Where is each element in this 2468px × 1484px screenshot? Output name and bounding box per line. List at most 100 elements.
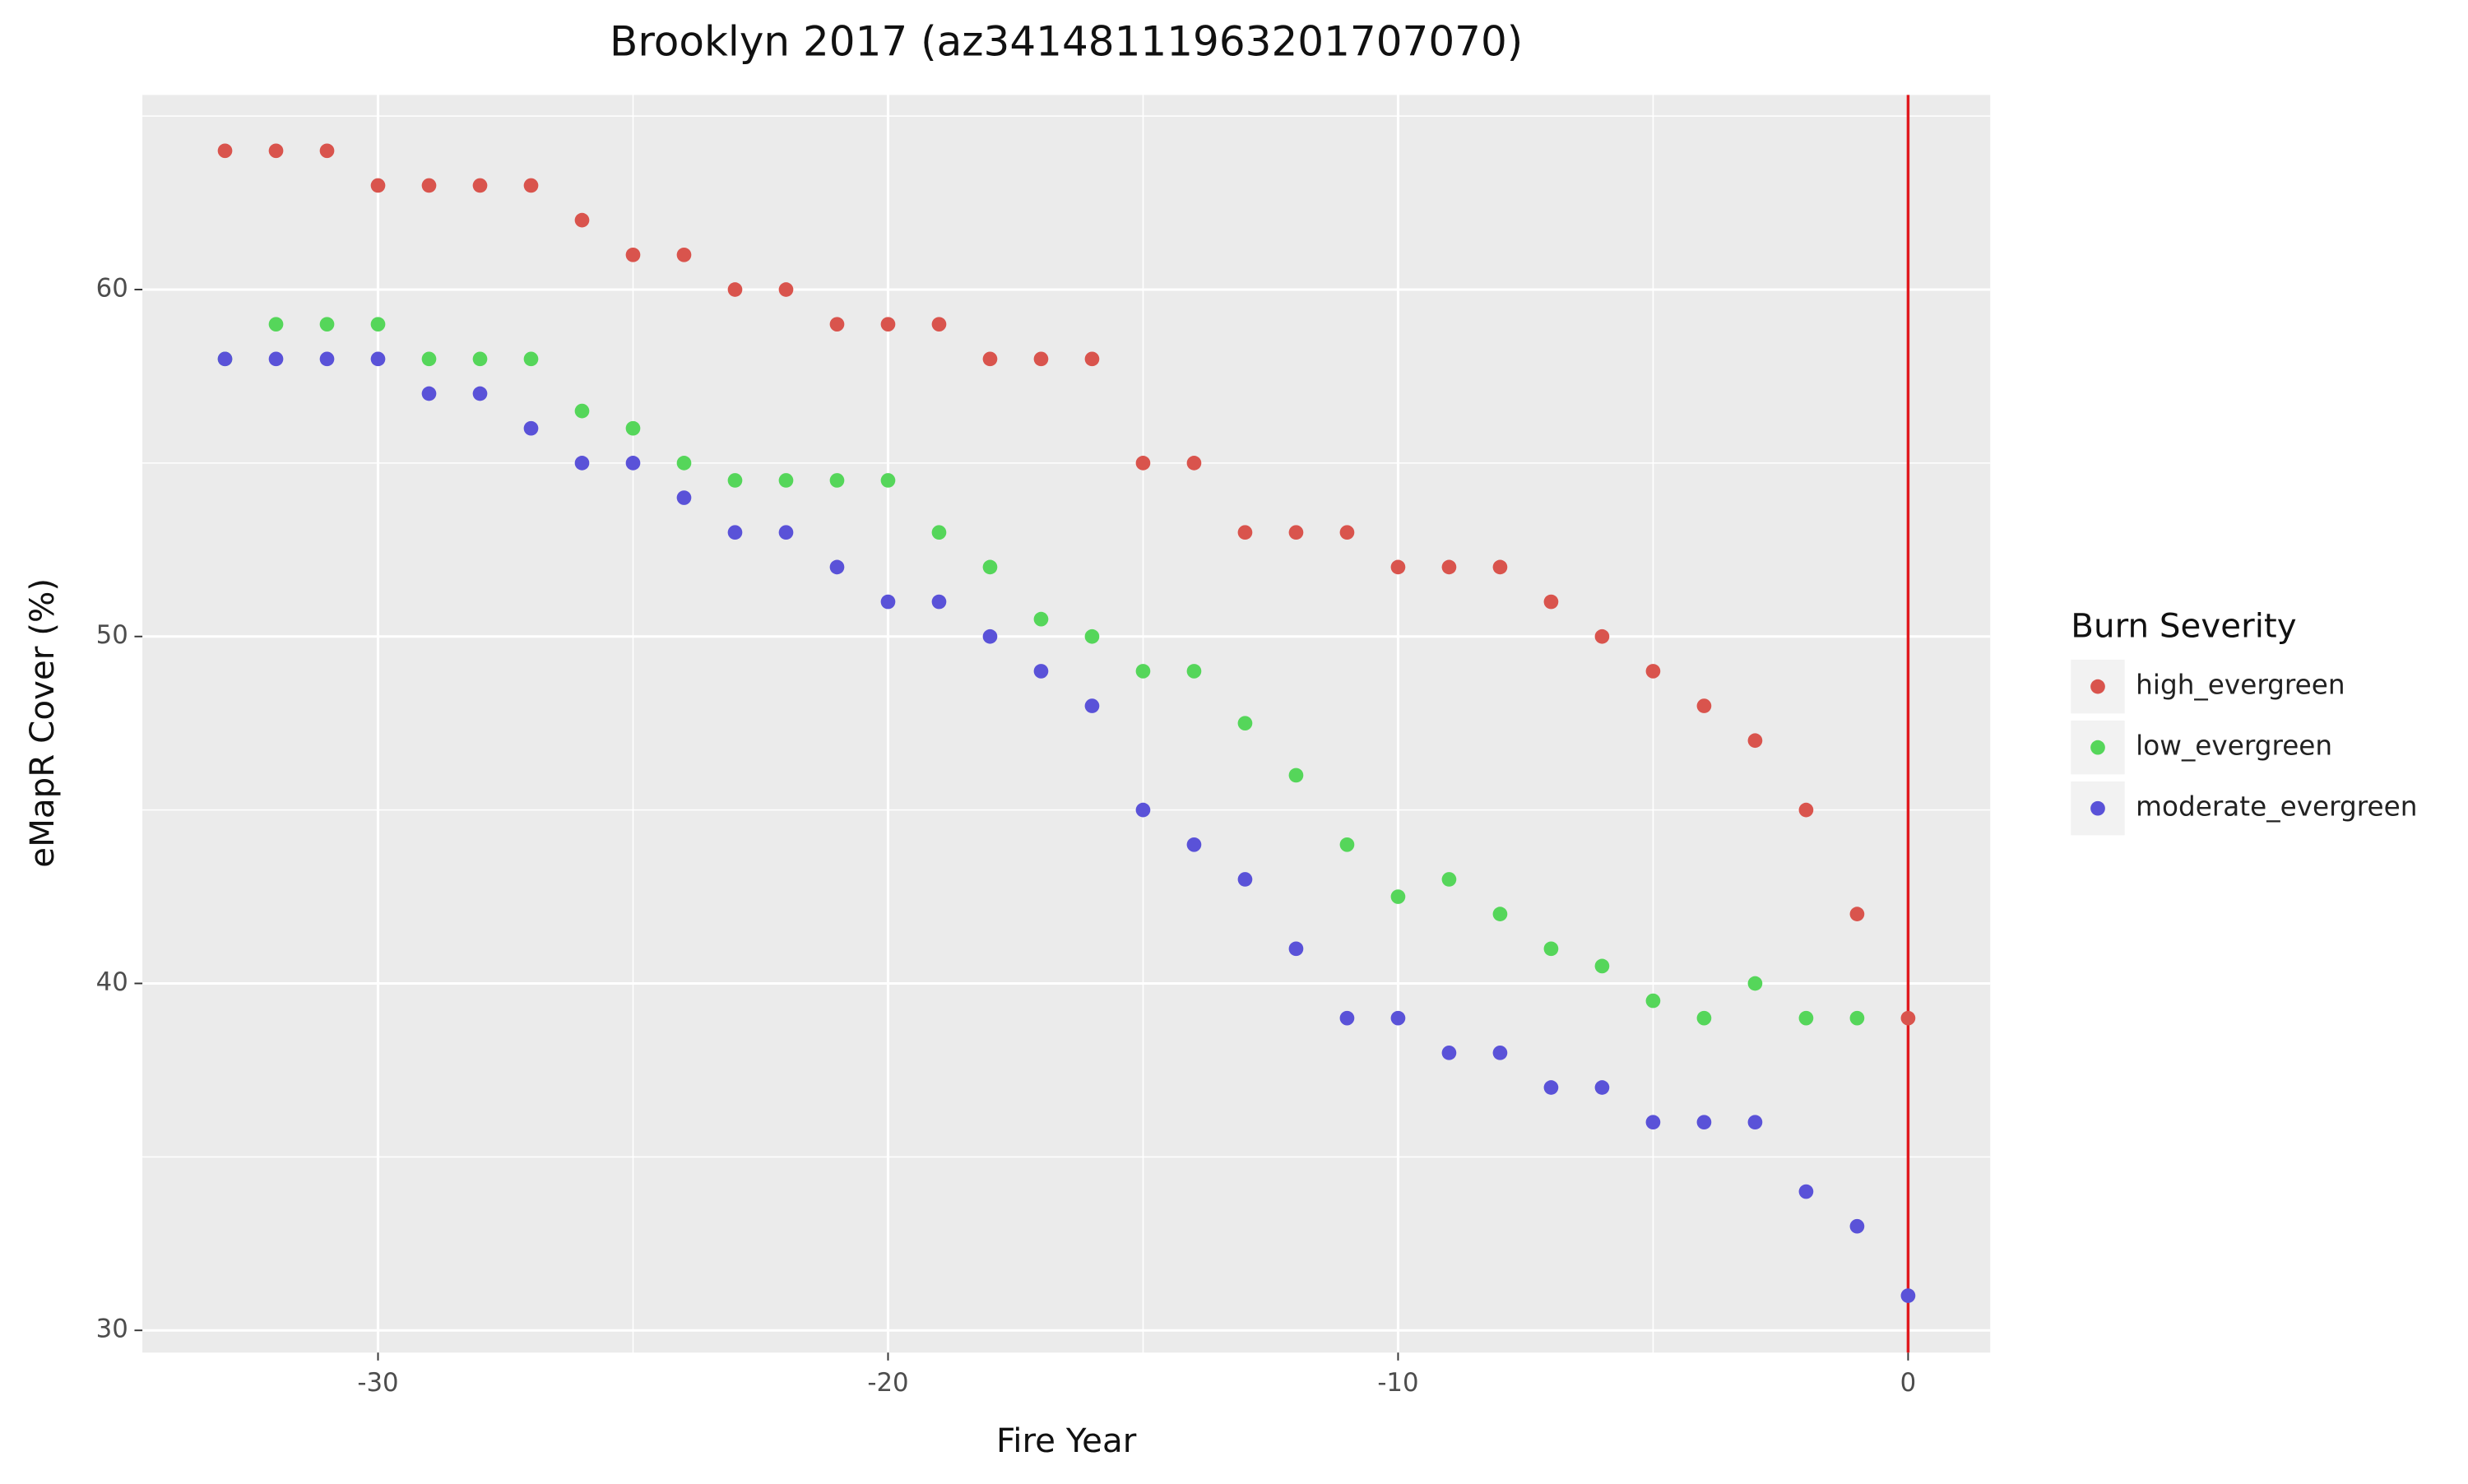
point <box>1747 733 1763 749</box>
point <box>727 282 743 297</box>
x-axis-label: Fire Year <box>996 1421 1137 1460</box>
point <box>370 351 386 367</box>
point <box>574 403 590 419</box>
point <box>1798 1010 1814 1026</box>
legend-label: moderate_evergreen <box>2136 791 2417 823</box>
point <box>778 282 794 297</box>
point <box>421 386 437 401</box>
point <box>1135 456 1151 471</box>
point <box>1543 594 1559 610</box>
x-tick-label: -20 <box>867 1368 908 1398</box>
point <box>1084 698 1100 713</box>
point <box>1696 1115 1712 1130</box>
point <box>1339 1010 1355 1026</box>
x-tick-label: -10 <box>1377 1368 1418 1398</box>
point <box>319 143 335 159</box>
point <box>778 473 794 488</box>
point <box>523 351 539 367</box>
point <box>1033 664 1049 679</box>
point <box>1441 559 1457 575</box>
point <box>1645 993 1661 1009</box>
point <box>1186 837 1202 852</box>
point <box>1798 1184 1814 1199</box>
x-tick-label: 0 <box>1900 1368 1917 1398</box>
point <box>931 525 947 540</box>
point <box>1798 802 1814 818</box>
point <box>1288 941 1304 957</box>
point <box>1696 698 1712 713</box>
point <box>1339 837 1355 852</box>
point <box>1492 907 1508 921</box>
point <box>217 143 233 159</box>
plot-panel <box>142 95 1991 1353</box>
point <box>931 317 947 332</box>
y-tick-label: 40 <box>96 967 128 997</box>
y-tick-label: 50 <box>96 620 128 650</box>
point <box>880 473 896 488</box>
point <box>268 317 284 332</box>
point <box>1543 1080 1559 1095</box>
point <box>1288 768 1304 783</box>
point <box>676 247 692 262</box>
point <box>268 143 284 159</box>
point <box>1186 664 1202 679</box>
legend-label: high_evergreen <box>2136 670 2345 701</box>
point <box>1186 456 1202 471</box>
legend-label: low_evergreen <box>2136 730 2332 762</box>
point <box>421 178 437 193</box>
point <box>574 456 590 471</box>
legend-title: Burn Severity <box>2071 606 2296 645</box>
point <box>574 212 590 228</box>
point <box>1645 1115 1661 1130</box>
point <box>1594 958 1610 974</box>
point <box>1033 351 1049 367</box>
point <box>1237 716 1253 731</box>
point <box>268 351 284 367</box>
point <box>319 351 335 367</box>
point <box>829 559 845 575</box>
point <box>1135 664 1151 679</box>
point <box>676 456 692 471</box>
point <box>1849 1010 1865 1026</box>
point <box>370 317 386 332</box>
point <box>625 456 641 471</box>
point <box>880 317 896 332</box>
point <box>982 628 998 644</box>
point <box>982 559 998 575</box>
point <box>1747 976 1763 991</box>
point <box>1900 1010 1916 1026</box>
legend-marker <box>2090 800 2105 816</box>
point <box>1390 889 1406 904</box>
point <box>880 594 896 610</box>
y-tick-label: 60 <box>96 273 128 303</box>
point <box>1492 559 1508 575</box>
point <box>1441 1045 1457 1060</box>
legend-marker <box>2090 740 2105 755</box>
point <box>829 473 845 488</box>
point <box>1339 525 1355 540</box>
point <box>217 351 233 367</box>
point <box>472 178 488 193</box>
point <box>727 473 743 488</box>
point <box>472 351 488 367</box>
point <box>1033 611 1049 627</box>
point <box>625 247 641 262</box>
point <box>931 594 947 610</box>
point <box>1696 1010 1712 1026</box>
chart-title: Brooklyn 2017 (az34148111963201707070) <box>610 17 1523 65</box>
point <box>1237 872 1253 887</box>
point <box>1288 525 1304 540</box>
point <box>982 351 998 367</box>
point <box>676 490 692 505</box>
y-tick-label: 30 <box>96 1315 128 1344</box>
point <box>829 317 845 332</box>
point <box>1441 872 1457 887</box>
y-axis-label: eMapR Cover (%) <box>23 578 62 868</box>
point <box>472 386 488 401</box>
point <box>1237 525 1253 540</box>
point <box>1390 559 1406 575</box>
point <box>1543 941 1559 957</box>
legend-marker <box>2090 679 2105 694</box>
